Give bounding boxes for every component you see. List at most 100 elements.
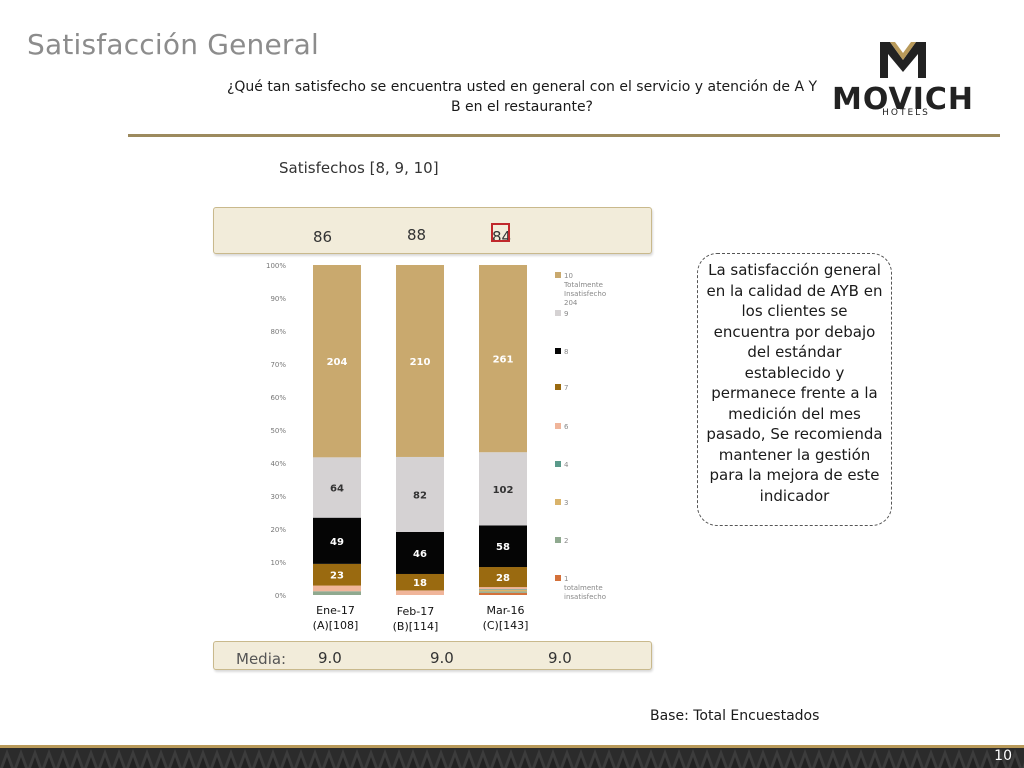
- y-tick-label: 60%: [270, 394, 286, 402]
- bar-data-label: 82: [413, 490, 427, 501]
- bar-segment: [479, 589, 527, 592]
- x-label-mar-line2: (C)[143]: [482, 619, 529, 632]
- stacked-bar-chart: 0%10%20%30%40%50%60%70%80%90%100%2349642…: [266, 262, 606, 601]
- legend-label: 4: [564, 461, 569, 469]
- bar-segment: [479, 452, 527, 526]
- legend-label-line: 7: [564, 384, 568, 392]
- bar-data-label: 28: [496, 573, 510, 584]
- legend-label-line: Insatisfecho: [564, 290, 606, 298]
- bar-data-label: 210: [410, 357, 431, 368]
- x-label-ene: Ene-17 (A)[108]: [308, 603, 363, 633]
- legend-swatch: [555, 499, 561, 505]
- legend-label-line: insatisfecho: [564, 593, 606, 601]
- bar-segment: [313, 517, 361, 564]
- logo-text: MOVICH: [831, 82, 975, 117]
- legend-label-line: 2: [564, 537, 568, 545]
- legend-label: 6: [564, 423, 569, 431]
- legend-label-line: 4: [564, 461, 569, 469]
- legend-swatch: [555, 348, 561, 354]
- y-tick-label: 0%: [275, 592, 286, 600]
- legend-swatch: [555, 272, 561, 278]
- highlight-box: [491, 223, 510, 242]
- bar-segment: [479, 567, 527, 588]
- satisfied-band: [213, 207, 652, 254]
- legend-swatch: [555, 310, 561, 316]
- legend-label: 10 Totalmente Insatisfecho 204: [563, 272, 606, 307]
- legend-swatch: [555, 537, 561, 543]
- y-tick-label: 40%: [270, 460, 286, 468]
- x-label-ene-line1: Ene-17: [316, 604, 355, 617]
- y-tick-label: 30%: [270, 493, 286, 501]
- legend-label-line: 9: [564, 310, 568, 318]
- satisfied-label: Satisfechos [8, 9, 10]: [279, 159, 439, 177]
- legend-label: 3: [564, 499, 568, 507]
- y-tick-label: 100%: [266, 262, 286, 270]
- legend-label-line: 10: [564, 272, 573, 280]
- y-tick-label: 10%: [270, 559, 286, 567]
- legend-swatch: [555, 461, 561, 467]
- y-tick-label: 50%: [270, 427, 286, 435]
- logo-subtext: HOTELS: [882, 108, 930, 118]
- bar-segment: [396, 456, 444, 532]
- page-title: Satisfacción General: [27, 28, 319, 61]
- media-value-mar: 9.0: [548, 649, 572, 667]
- legend-label-line: Totalmente: [563, 281, 603, 289]
- legend-label: 8: [564, 348, 568, 356]
- survey-question: ¿Qué tan satisfecho se encuentra usted e…: [226, 79, 818, 115]
- legend-label: 2: [564, 537, 568, 545]
- legend-swatch: [555, 575, 561, 581]
- media-label: Media:: [236, 650, 287, 668]
- bar-segment: [479, 591, 527, 593]
- bar-data-label: 261: [493, 355, 514, 366]
- legend-label: 1 totalmente insatisfecho: [564, 575, 606, 601]
- footer-pattern: [0, 745, 1024, 768]
- media-band: [213, 641, 652, 670]
- bar-data-label: 23: [330, 571, 344, 582]
- satisfied-value-feb: 88: [407, 226, 427, 244]
- bar-segment: [313, 585, 361, 592]
- page-number: 10: [994, 748, 1012, 764]
- bar-data-label: 204: [327, 357, 348, 368]
- legend-label: 9: [564, 310, 568, 318]
- bar-data-label: 64: [330, 484, 344, 495]
- bar-segment: [479, 525, 527, 568]
- media-value-ene: 9.0: [318, 649, 342, 667]
- movich-m-icon: [880, 42, 926, 78]
- legend-swatch: [555, 423, 561, 429]
- bar-segment: [396, 590, 444, 595]
- satisfied-value-ene: 86: [313, 228, 333, 246]
- bar-data-label: 18: [413, 578, 427, 589]
- bar-segment: [479, 265, 527, 453]
- bar-segment: [313, 591, 361, 595]
- legend-label-line: 8: [564, 348, 568, 356]
- bar-data-label: 102: [493, 485, 514, 496]
- bar-segment: [396, 531, 444, 574]
- bar-data-label: 46: [413, 549, 427, 560]
- bar-segment: [313, 265, 361, 458]
- bar-segment: [479, 589, 527, 590]
- x-label-feb: Feb-17 (B)[114]: [388, 604, 443, 634]
- legend-label-line: totalmente: [564, 584, 603, 592]
- x-label-mar-line1: Mar-16: [486, 604, 525, 617]
- bar-data-label: 58: [496, 542, 510, 553]
- y-tick-label: 90%: [270, 295, 286, 303]
- insight-note: La satisfacción general en la calidad de…: [697, 253, 892, 526]
- bar-segment: [396, 265, 444, 457]
- x-label-ene-line2: (A)[108]: [312, 619, 359, 632]
- bar-segment: [479, 587, 527, 590]
- legend-label-line: 204: [564, 299, 578, 307]
- movich-logo: MOVICH HOTELS: [818, 38, 988, 122]
- bar-segment: [313, 457, 361, 518]
- x-label-mar: Mar-16 (C)[143]: [478, 603, 533, 633]
- legend-label-line: 3: [564, 499, 568, 507]
- bar-data-label: 49: [330, 537, 344, 548]
- y-tick-label: 20%: [270, 526, 286, 534]
- header-divider: [128, 134, 1000, 137]
- legend-label-line: 1: [564, 575, 568, 583]
- bar-segment: [313, 563, 361, 586]
- x-label-feb-line1: Feb-17: [396, 605, 435, 618]
- bar-segment: [396, 573, 444, 591]
- legend-label: 7: [564, 384, 568, 392]
- legend-label-line: 6: [564, 423, 569, 431]
- x-label-feb-line2: (B)[114]: [392, 620, 439, 633]
